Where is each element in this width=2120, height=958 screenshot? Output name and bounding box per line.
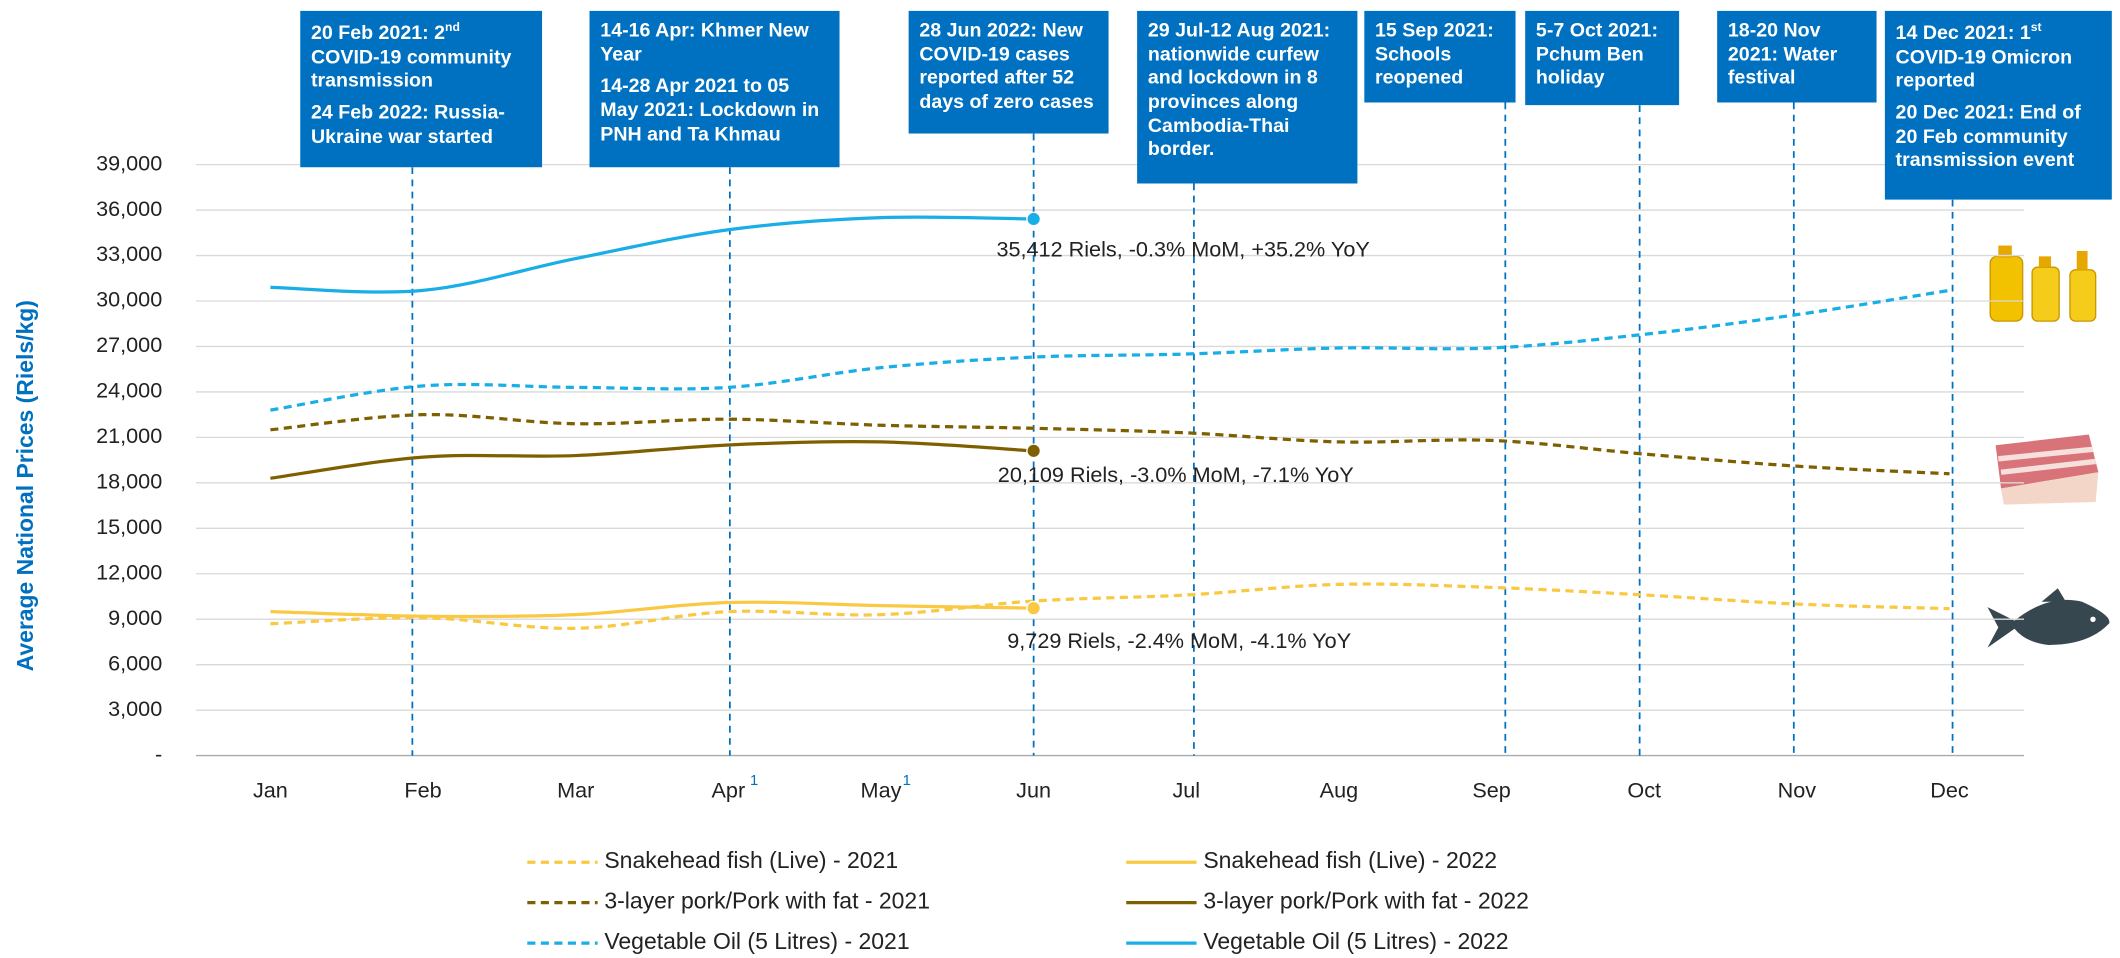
x-tick-label: May	[861, 778, 902, 803]
y-tick-label: 15,000	[96, 514, 162, 539]
series-line	[270, 602, 1033, 616]
footnote-mark: 1	[903, 773, 911, 789]
event-box: 28 Jun 2022: New COVID-19 cases reported…	[909, 11, 1109, 134]
x-tick-label: Aug	[1320, 778, 1358, 803]
y-axis-title: Average National Prices (Riels/kg)	[12, 300, 38, 671]
event-text-part: 28 Jun 2022: New COVID-19 cases reported…	[919, 20, 1093, 113]
event-text-part: 14-16 Apr: Khmer New Year	[600, 20, 808, 65]
event-text-part: 20 Feb 2021: 2	[311, 23, 445, 45]
superscript: st	[2031, 20, 2042, 33]
page: {"chart_data": {"type": "line", "y_label…	[0, 0, 2120, 958]
legend-label: 3-layer pork/Pork with fat - 2022	[1203, 888, 1529, 914]
annotation: 20,109 Riels, -3.0% MoM, -7.1% YoY	[998, 462, 1354, 487]
fish-icon	[1988, 588, 2110, 647]
superscript: nd	[445, 20, 460, 33]
x-tick-label: Oct	[1627, 778, 1661, 803]
x-tick-label: Nov	[1778, 778, 1817, 803]
event-text-part: COVID-19 community transmission	[311, 47, 511, 92]
y-tick-label: 30,000	[96, 287, 162, 312]
y-tick-label: 24,000	[96, 378, 162, 403]
series-line	[270, 442, 1033, 479]
series-line	[270, 217, 1033, 292]
y-tick-label: -	[155, 741, 162, 766]
event-text: 29 Jul-12 Aug 2021: nationwide curfew an…	[1148, 20, 1347, 163]
x-tick-label: Jan	[253, 778, 288, 803]
y-tick-label: 3,000	[108, 696, 162, 721]
y-tick-label: 9,000	[108, 605, 162, 630]
event-box: 29 Jul-12 Aug 2021: nationwide curfew an…	[1137, 11, 1357, 184]
event-box: 20 Feb 2021: 2nd COVID-19 community tran…	[300, 11, 542, 168]
y-tick-label: 33,000	[96, 241, 162, 266]
footnote-mark: 1	[750, 773, 758, 789]
legend-label: Vegetable Oil (5 Litres) - 2021	[604, 928, 909, 954]
event-box-body: 14 Dec 2021: 1st COVID-19 Omicron report…	[1885, 11, 2112, 200]
legend-label: Vegetable Oil (5 Litres) - 2022	[1203, 928, 1508, 954]
end-point	[1027, 601, 1041, 614]
event-text-part: 29 Jul-12 Aug 2021: nationwide curfew an…	[1148, 20, 1330, 161]
event-box: 14 Dec 2021: 1st COVID-19 Omicron report…	[1885, 11, 2112, 200]
x-tick-label: Jun	[1016, 778, 1051, 803]
event-text: 15 Sep 2021: Schools reopened	[1375, 20, 1505, 92]
chart: Average National Prices (Riels/kg) - 3,00…	[0, 0, 2120, 958]
event-text-part: 14 Dec 2021: 1	[1896, 23, 2031, 45]
event-text-part: COVID-19 Omicron reported	[1896, 47, 2072, 92]
y-tick-label: 12,000	[96, 559, 162, 584]
event-box: 14-16 Apr: Khmer New Year 14-28 Apr 2021 …	[589, 11, 839, 168]
oil-bottles-icon	[1990, 246, 2095, 322]
y-tick-label: 21,000	[96, 423, 162, 448]
event-text-part: 14-28 Apr 2021 to 05 May 2021: Lockdown …	[600, 76, 819, 145]
event-box-body: 15 Sep 2021: Schools reopened	[1364, 11, 1515, 103]
legend-label: 3-layer pork/Pork with fat - 2021	[604, 888, 930, 914]
legend-label: Snakehead fish (Live) - 2021	[604, 847, 898, 873]
series-line	[270, 584, 1949, 628]
event-box-body: 14-16 Apr: Khmer New Year 14-28 Apr 2021 …	[589, 11, 839, 168]
event-text: 24 Feb 2022: Russia-Ukraine war started	[311, 102, 531, 150]
event-text: 20 Feb 2021: 2nd COVID-19 community tran…	[311, 20, 531, 94]
end-point	[1027, 444, 1041, 457]
event-box-body: 29 Jul-12 Aug 2021: nationwide curfew an…	[1137, 11, 1357, 184]
event-text: 5-7 Oct 2021: Pchum Ben holiday	[1536, 20, 1669, 92]
event-text: 14-28 Apr 2021 to 05 May 2021: Lockdown …	[600, 76, 828, 148]
x-tick-label: Mar	[557, 778, 594, 803]
event-box: 15 Sep 2021: Schools reopened	[1364, 11, 1515, 103]
y-tick-label: 18,000	[96, 469, 162, 494]
event-text: 14 Dec 2021: 1st COVID-19 Omicron report…	[1896, 20, 2102, 94]
event-box: 5-7 Oct 2021: Pchum Ben holiday	[1525, 11, 1679, 105]
x-tick-label: Dec	[1930, 778, 1969, 803]
y-tick-label: 27,000	[96, 332, 162, 357]
y-tick-label: 36,000	[96, 196, 162, 221]
event-text: 14-16 Apr: Khmer New Year	[600, 20, 828, 68]
event-box-body: 28 Jun 2022: New COVID-19 cases reported…	[909, 11, 1109, 134]
event-text-part: 18-20 Nov 2021: Water festival	[1728, 20, 1837, 89]
y-tick-label: 39,000	[96, 150, 162, 175]
event-box-body: 18-20 Nov 2021: Water festival	[1717, 11, 1877, 103]
event-box-body: 5-7 Oct 2021: Pchum Ben holiday	[1525, 11, 1679, 105]
event-text-part: 15 Sep 2021: Schools reopened	[1375, 20, 1494, 89]
event-box-body: 20 Feb 2021: 2nd COVID-19 community tran…	[300, 11, 542, 168]
event-box: 18-20 Nov 2021: Water festival	[1717, 11, 1877, 103]
x-tick-label: Apr	[712, 778, 746, 803]
x-tick-label: Sep	[1472, 778, 1510, 803]
x-tick-label: Jul	[1172, 778, 1200, 803]
end-point	[1027, 212, 1041, 225]
event-text-part: 5-7 Oct 2021: Pchum Ben holiday	[1536, 20, 1658, 89]
event-text: 28 Jun 2022: New COVID-19 cases reported…	[919, 20, 1097, 115]
pork-icon	[1996, 434, 2099, 504]
event-text: 18-20 Nov 2021: Water festival	[1728, 20, 1866, 92]
annotation: 9,729 Riels, -2.4% MoM, -4.1% YoY	[1007, 628, 1351, 653]
legend-label: Snakehead fish (Live) - 2022	[1203, 847, 1497, 873]
event-text-part: 20 Dec 2021: End of 20 Feb community tra…	[1896, 102, 2081, 171]
event-text-part: 24 Feb 2022: Russia-Ukraine war started	[311, 102, 505, 147]
event-text: 20 Dec 2021: End of 20 Feb community tra…	[1896, 102, 2102, 174]
y-tick-label: 6,000	[108, 650, 162, 675]
annotation: 35,412 Riels, -0.3% MoM, +35.2% YoY	[996, 237, 1369, 262]
x-tick-label: Feb	[404, 778, 441, 803]
